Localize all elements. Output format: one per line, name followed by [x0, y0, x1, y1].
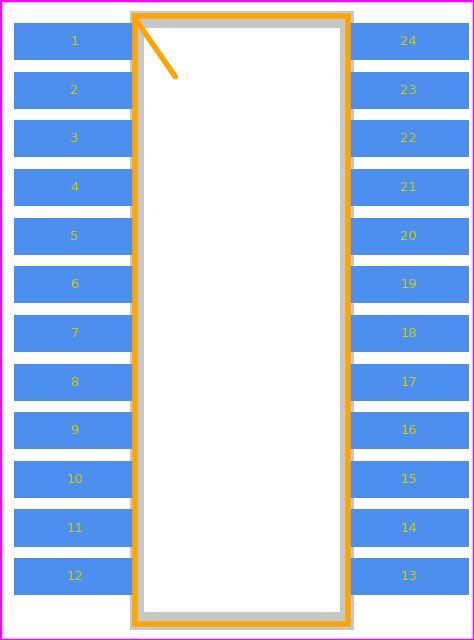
Bar	[14, 558, 135, 595]
Bar	[14, 412, 135, 449]
Bar	[14, 364, 135, 401]
Bar	[348, 218, 469, 255]
Text: 5: 5	[71, 230, 79, 243]
Bar	[14, 315, 135, 352]
Bar	[135, 16, 348, 624]
Bar	[14, 120, 135, 157]
Bar	[348, 266, 469, 303]
Text: 1: 1	[71, 35, 79, 48]
Bar	[348, 23, 469, 60]
Bar	[135, 16, 348, 624]
Bar	[14, 218, 135, 255]
Bar	[348, 461, 469, 498]
Bar	[14, 266, 135, 303]
Bar	[14, 169, 135, 206]
Bar	[14, 23, 135, 60]
Bar	[348, 120, 469, 157]
Text: 24: 24	[401, 35, 417, 48]
Text: 12: 12	[66, 570, 83, 583]
Text: 22: 22	[401, 132, 417, 145]
Bar	[348, 72, 469, 109]
Bar	[348, 509, 469, 547]
Text: 3: 3	[71, 132, 79, 145]
Text: 17: 17	[401, 376, 417, 388]
Text: 15: 15	[401, 473, 417, 486]
Text: 4: 4	[71, 181, 79, 194]
Text: 19: 19	[401, 278, 417, 291]
Bar	[348, 364, 469, 401]
Bar	[348, 412, 469, 449]
Text: 10: 10	[66, 473, 83, 486]
Bar	[14, 461, 135, 498]
Text: 13: 13	[401, 570, 417, 583]
Bar	[348, 558, 469, 595]
Text: 11: 11	[66, 522, 83, 534]
Bar	[144, 28, 340, 612]
Text: 23: 23	[401, 84, 417, 97]
Bar	[14, 509, 135, 547]
Text: 9: 9	[71, 424, 79, 437]
Text: 8: 8	[71, 376, 79, 388]
Text: 20: 20	[401, 230, 417, 243]
Text: 14: 14	[401, 522, 417, 534]
Text: 7: 7	[71, 327, 79, 340]
Text: 18: 18	[401, 327, 417, 340]
Text: 16: 16	[401, 424, 417, 437]
Bar	[348, 315, 469, 352]
Bar	[348, 169, 469, 206]
Text: 2: 2	[71, 84, 79, 97]
Bar	[14, 72, 135, 109]
Text: 6: 6	[71, 278, 79, 291]
Text: 21: 21	[401, 181, 417, 194]
